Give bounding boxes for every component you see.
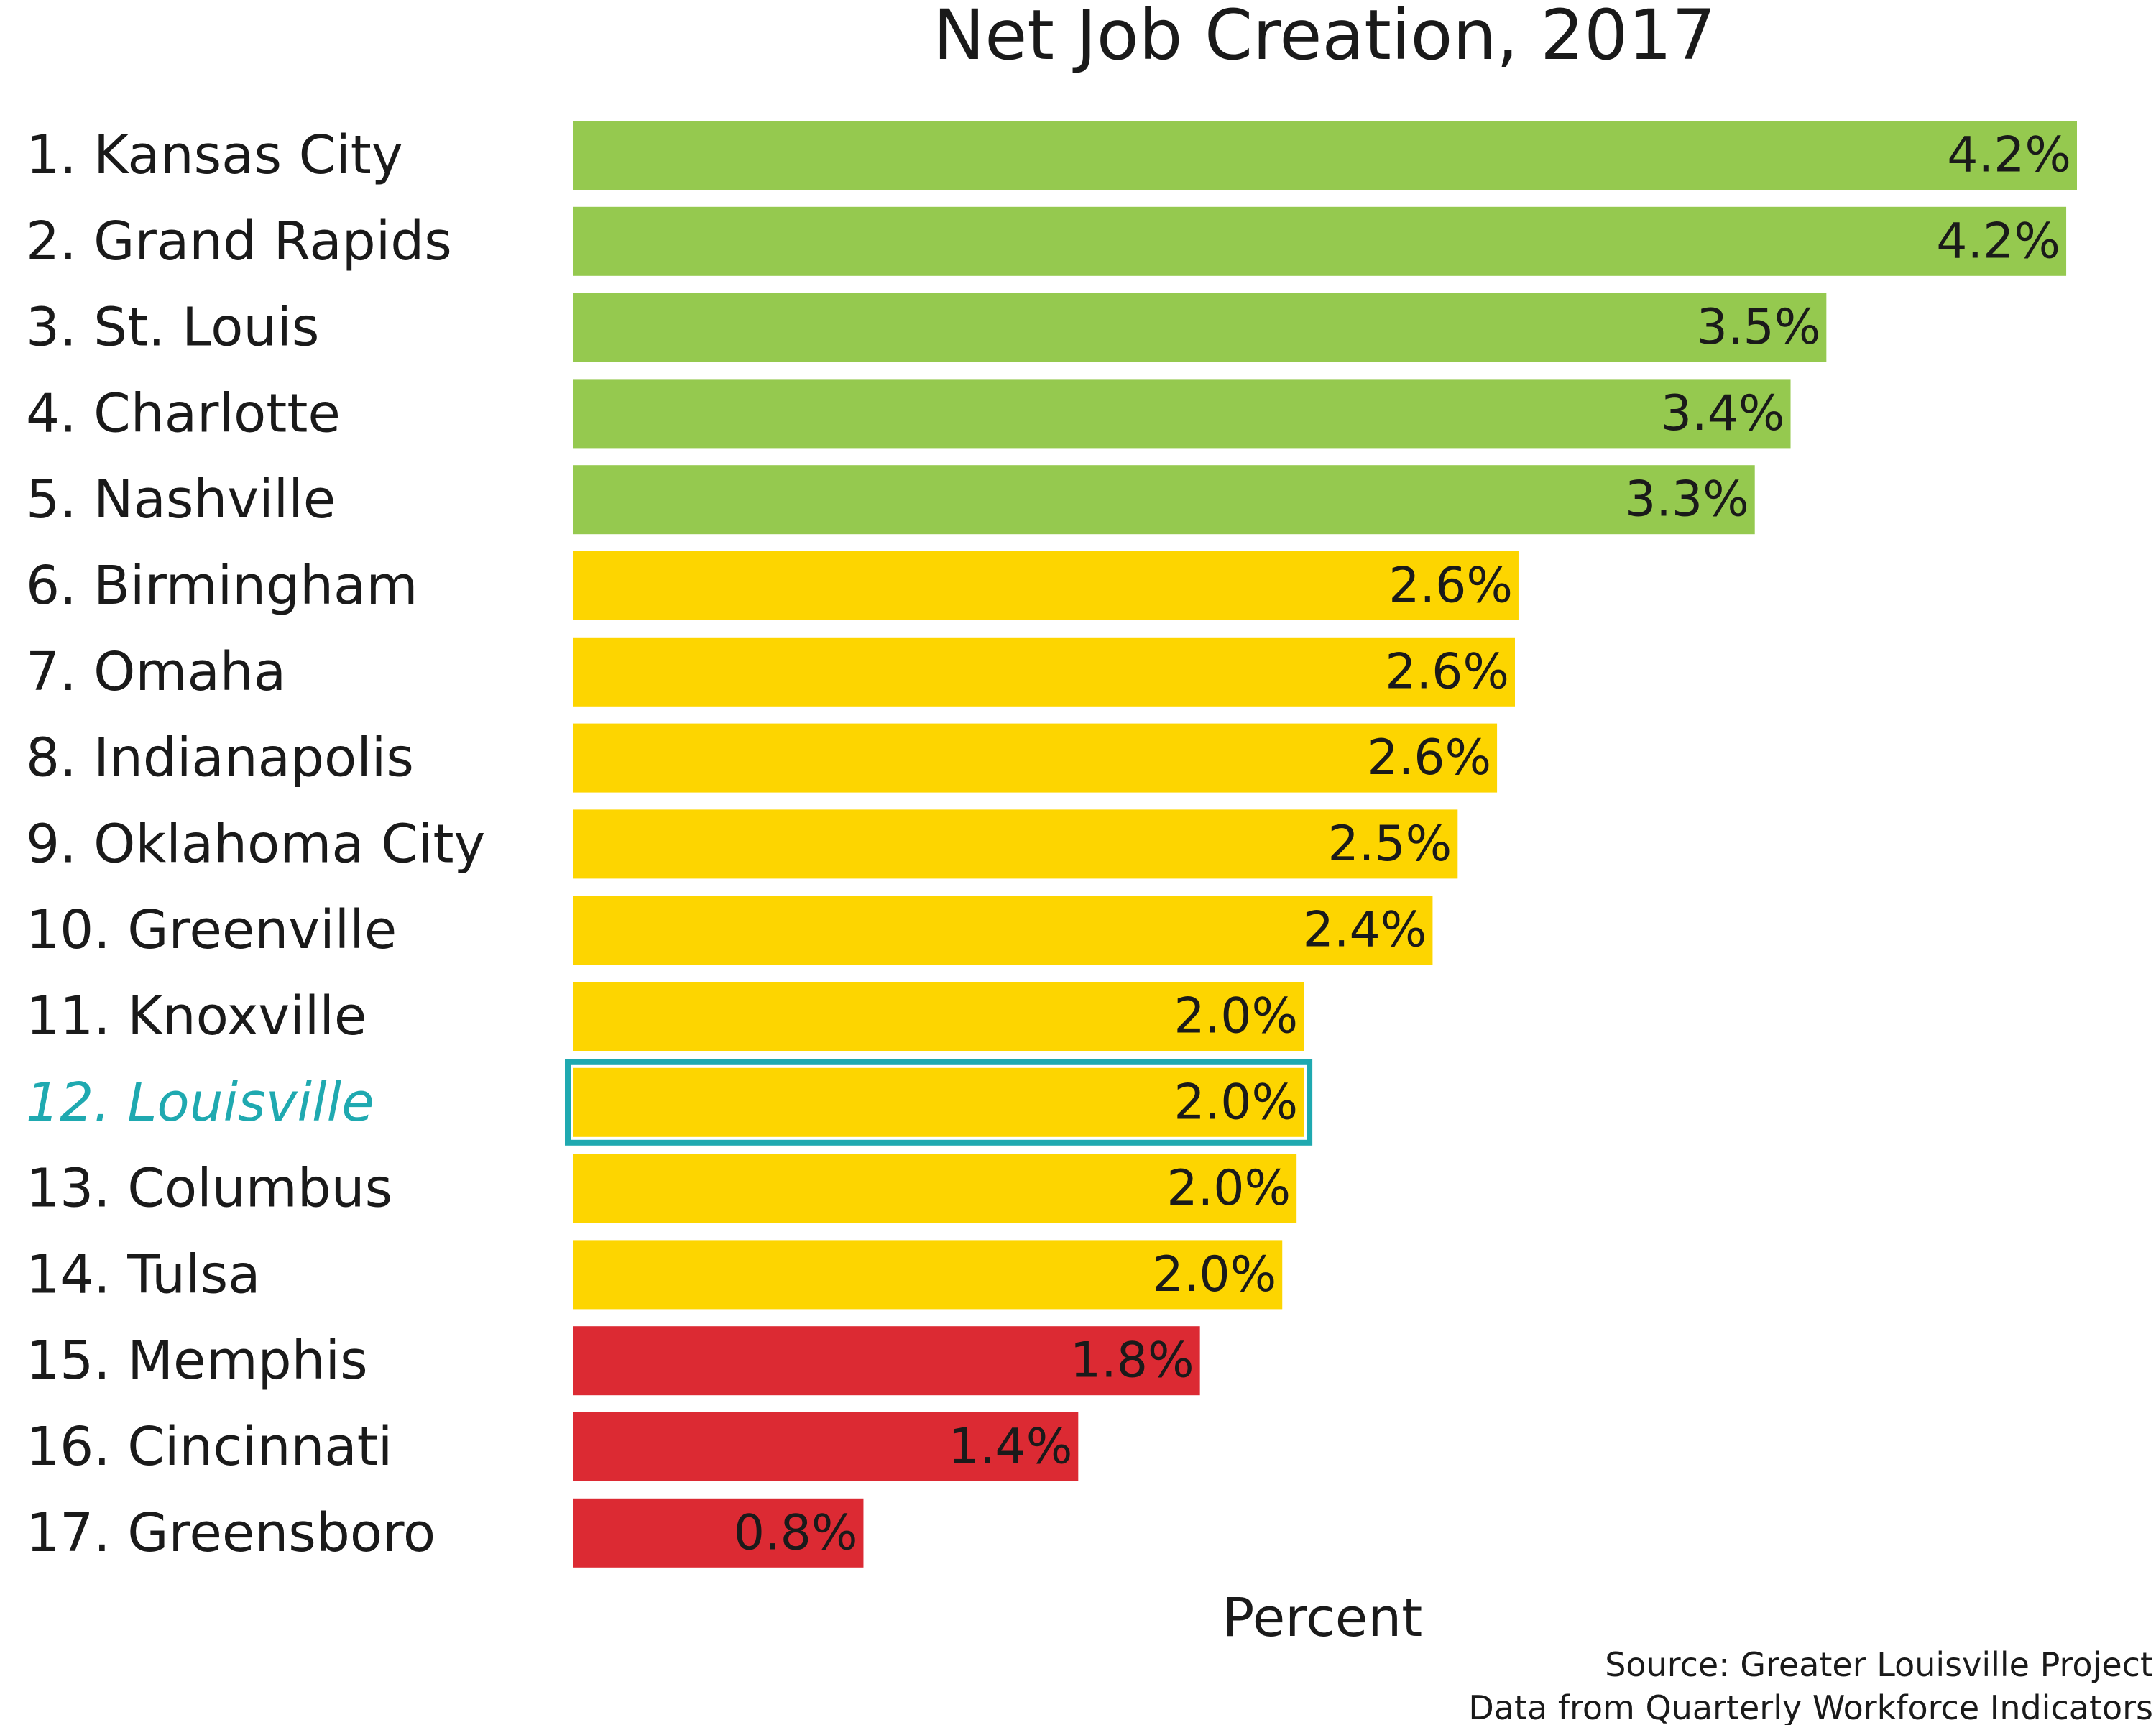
value-label: 1.8% [1070,1333,1194,1389]
bar [573,1412,1079,1481]
category-label: 1. Kansas City [26,124,403,186]
value-label: 3.3% [1625,472,1749,528]
category-label: 12. Louisville [26,1072,374,1133]
value-label: 2.0% [1166,1160,1291,1217]
data-source-note: Data from Quarterly Workforce Indicators [1468,1688,2153,1725]
category-label: 3. St. Louis [26,297,319,359]
value-label: 2.6% [1367,730,1491,786]
category-label: 8. Indianapolis [26,727,414,789]
bar [573,121,2077,190]
bar [573,982,1304,1051]
category-label: 11. Knoxville [26,985,367,1047]
bar [573,379,1791,448]
category-label: 6. Birmingham [26,555,418,617]
category-label: 13. Columbus [26,1158,392,1220]
bar [573,637,1515,707]
highlight-outline [565,1059,1313,1146]
value-label: 2.6% [1385,643,1509,700]
bar [573,551,1519,620]
category-label: 2. Grand Rapids [26,211,452,272]
bar [573,809,1458,879]
value-label: 2.0% [1174,988,1298,1045]
value-label: 4.2% [1947,127,2071,184]
bars [565,121,2077,1568]
category-label: 5. Nashville [26,469,336,530]
value-label: 2.4% [1303,902,1427,959]
bar [573,1498,864,1568]
category-label: 14. Tulsa [26,1243,261,1305]
bar [573,206,2067,276]
value-label: 2.5% [1328,816,1452,873]
category-label: 9. Oklahoma City [26,813,485,875]
value-label: 1.4% [949,1419,1073,1476]
chart-title: Net Job Creation, 2017 [933,0,1715,75]
value-label: 2.0% [1174,1074,1298,1131]
value-label: 3.4% [1661,385,1785,442]
source-note: Source: Greater Louisville Project [1605,1645,2153,1684]
bar [573,1154,1297,1223]
bar [573,896,1433,965]
bar [573,1067,1304,1137]
value-label: 2.0% [1152,1246,1276,1303]
bar [573,293,1827,362]
bar [573,1240,1283,1310]
value-labels: 4.2% 4.2% 3.5% 3.4% 3.3% 2.6% 2.6% 2.6% 2.5% 2.4%… [734,127,2071,1562]
category-label: 7. Omaha [26,641,286,703]
bar [573,1326,1200,1396]
value-label: 2.6% [1388,558,1513,615]
category-label: 17. Greensboro [26,1502,436,1564]
value-label: 4.2% [1936,213,2060,270]
value-label: 0.8% [734,1504,858,1561]
category-label: 16. Cincinnati [26,1416,392,1478]
category-label: 4. Charlotte [26,382,341,444]
value-label: 3.5% [1697,299,1821,356]
bar [573,723,1498,793]
category-label: 10. Greenville [26,899,397,961]
category-label: 15. Memphis [26,1330,368,1392]
category-labels: 1. Kansas City 2. Grand Rapids 3. St. Loui… [26,124,485,1564]
x-axis-label: Percent [1222,1587,1422,1649]
bar [573,465,1755,535]
